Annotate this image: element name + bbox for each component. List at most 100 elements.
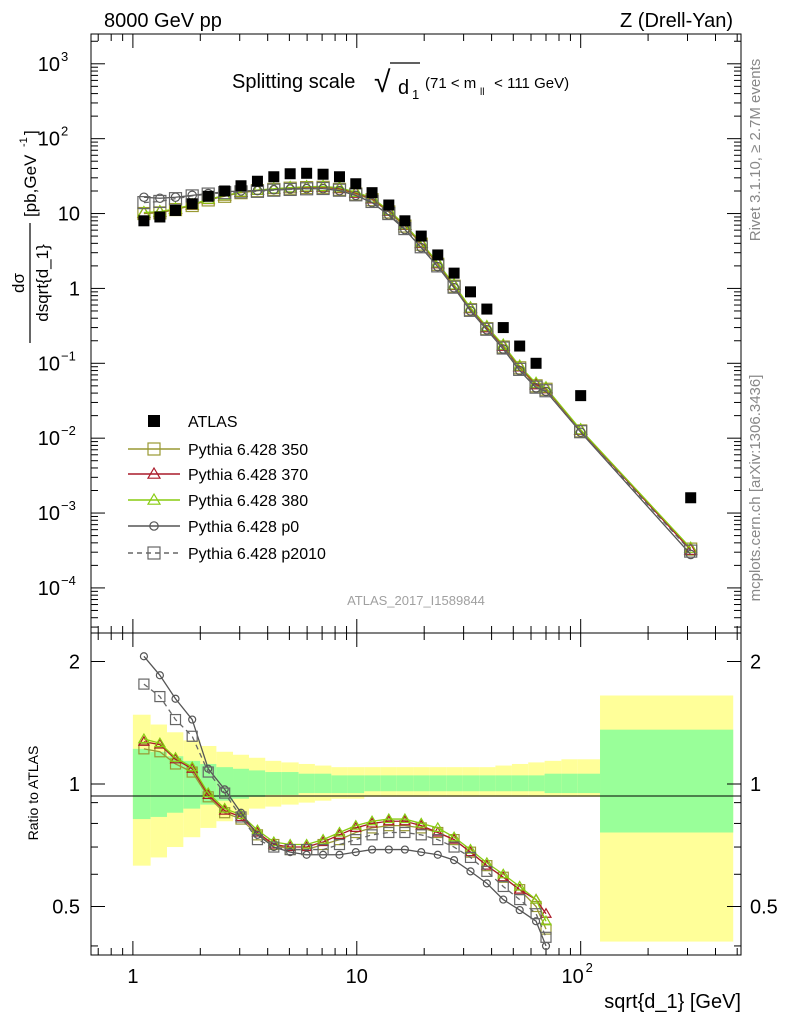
plot-title-cut-close: < 111 GeV): [490, 75, 569, 92]
atlas-data-point: [366, 187, 378, 199]
stat-uncertainty-band: [561, 773, 578, 794]
series-point-3: [683, 540, 698, 553]
ratio-point-3: [400, 845, 409, 854]
stat-uncertainty-band: [577, 773, 601, 794]
ratio-point-4: [219, 787, 231, 799]
ratio-point-2: [333, 826, 346, 837]
series-point-4: [301, 183, 312, 194]
ratio-point-4: [530, 908, 542, 920]
ratio-point-4: [350, 834, 362, 846]
ratio-point-4: [366, 829, 378, 841]
y-tick-label-exponent: 2: [61, 124, 68, 139]
y-tick-label-exponent: 3: [61, 49, 68, 64]
plot-title-sqrt: √: [374, 66, 391, 99]
ratio-point-2: [497, 868, 510, 879]
atlas-data-point: [301, 167, 313, 179]
ratio-point-1: [202, 788, 215, 800]
ratio-point-3: [188, 715, 197, 724]
series-line-3: [143, 185, 692, 549]
series-point-4: [575, 427, 586, 438]
ratio-point-4: [154, 690, 166, 703]
ratio-point-4: [481, 865, 493, 877]
series-point-5: [513, 362, 527, 376]
y-tick-label-exponent: −3: [61, 498, 76, 513]
atlas-data-point: [464, 286, 476, 298]
x-tick-label: 1: [127, 966, 138, 988]
legend-label: Pythia 6.428 380: [188, 493, 308, 510]
ratio-point-3: [269, 842, 278, 852]
stat-uncertainty-band: [150, 751, 167, 817]
y-tick-label: 10: [38, 578, 60, 600]
series-point-3: [266, 181, 281, 194]
ratio-point-3: [433, 850, 442, 859]
y-tick-label: 10: [38, 54, 60, 76]
ratio-series-layer: [137, 652, 553, 951]
stat-uncertainty-band: [347, 775, 365, 794]
ratio-point-4: [448, 841, 460, 853]
x-tick-label: 10: [562, 966, 584, 988]
stat-uncertainty-band: [511, 775, 529, 792]
stat-uncertainty-band: [233, 768, 249, 799]
ratio-point-1: [284, 840, 297, 852]
series-point-4: [285, 184, 295, 194]
atlas-data-point: [481, 303, 493, 315]
legend-label: Pythia 6.428 350: [188, 442, 308, 459]
ratio-point-3: [449, 856, 459, 865]
stat-uncertainty-band: [331, 775, 348, 794]
stat-uncertainty-band: [429, 775, 447, 792]
main-series-layer: [136, 167, 698, 560]
stat-uncertainty-band: [479, 775, 496, 792]
ratio-point-2: [317, 833, 330, 844]
y-tick-label: 10: [38, 353, 60, 375]
ratio-point-3: [335, 850, 344, 859]
ratio-point-4: [497, 880, 509, 893]
stat-uncertainty-band: [281, 772, 299, 795]
ratio-point-4: [268, 841, 280, 853]
atlas-data-point: [251, 175, 263, 187]
ratio-point-2: [169, 751, 182, 762]
series-point-4: [334, 185, 345, 196]
plot-title-cut-open: (71 < m: [425, 75, 476, 92]
ratio-point-2: [530, 893, 543, 904]
stat-uncertainty-band: [413, 775, 430, 792]
ratio-point-1: [317, 835, 330, 847]
legend-marker: [149, 521, 159, 531]
ratio-y-tick-label: 0.5: [52, 896, 80, 918]
y-axis-label-units-sup: -1: [18, 137, 30, 147]
stat-uncertainty-band: [265, 772, 282, 795]
ratio-y-tick-label-right: 2: [750, 652, 761, 674]
ratio-point-4: [383, 826, 395, 839]
series-line-5: [143, 187, 692, 552]
ratio-point-3: [351, 848, 360, 857]
atlas-data-point: [235, 180, 247, 192]
y-axis-label-units-close: ]: [21, 130, 40, 135]
series-point-5: [447, 280, 461, 294]
stat-uncertainty-band: [166, 756, 184, 813]
ratio-point-1: [267, 838, 280, 849]
ratio-point-3: [171, 694, 180, 703]
ratio-point-4: [235, 811, 247, 823]
ratio-point-0: [138, 743, 150, 755]
atlas-data-point: [186, 198, 198, 210]
ratio-point-2: [415, 817, 428, 828]
ratio-point-2: [284, 838, 297, 849]
y-tick-label: 10: [38, 428, 60, 450]
atlas-data-point: [268, 171, 280, 183]
series-point-4: [465, 306, 476, 316]
stat-uncertainty-band: [364, 775, 381, 792]
ratio-panel-frame: [90, 632, 742, 956]
series-point-3: [332, 180, 347, 193]
ratio-uncertainty-bands: [132, 695, 734, 942]
ratio-point-2: [202, 786, 215, 798]
stat-uncertainty-band: [544, 773, 562, 794]
ratio-point-2: [539, 915, 553, 926]
ratio-line-2: [143, 738, 547, 922]
ratio-point-2: [186, 760, 199, 772]
series-line-4: [143, 188, 692, 555]
atlas-data-point: [350, 178, 362, 190]
atlas-data-point: [432, 249, 444, 261]
ratio-point-2: [464, 843, 477, 854]
ratio-point-4: [399, 826, 411, 839]
